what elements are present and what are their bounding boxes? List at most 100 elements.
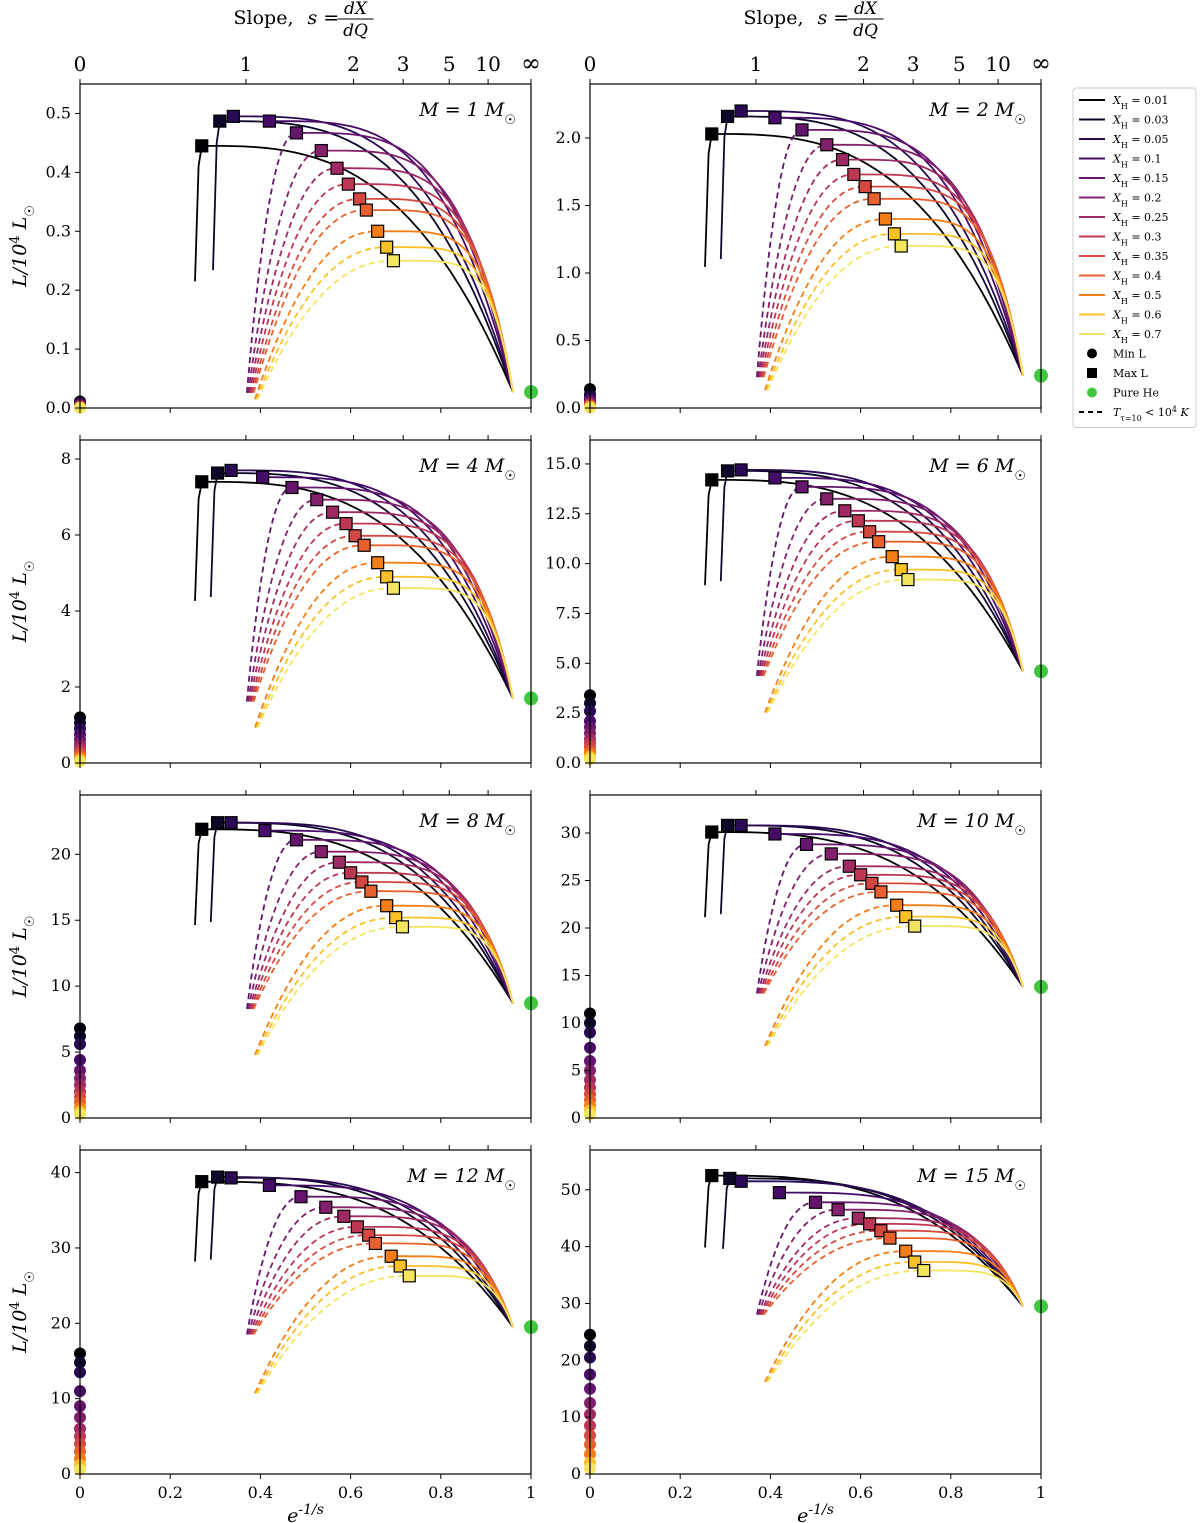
top-tick-label: 0	[74, 52, 87, 76]
series-dashed-xh-0.6	[765, 232, 895, 391]
x-tick-label: 0	[75, 1483, 85, 1502]
series-line-xh-0.01	[704, 831, 1024, 988]
max-l-marker	[224, 1171, 238, 1185]
top-tick-label: ∞	[1031, 49, 1051, 77]
slope-axis-label: Slope, s = dX dQ	[234, 0, 374, 41]
x-tick-label: 0.4	[758, 1483, 783, 1502]
max-l-marker	[285, 480, 299, 495]
series-line-xh-0.7	[393, 587, 514, 699]
max-l-marker	[210, 1170, 225, 1184]
series-dashed-xh-0.4	[762, 197, 875, 378]
series-dashed-xh-0.6	[255, 916, 396, 1056]
legend-label: XH = 0.01	[1112, 94, 1169, 111]
max-l-marker	[885, 550, 899, 564]
series-line-xh-0.15	[301, 1195, 514, 1328]
max-l-marker	[842, 859, 856, 873]
max-l-marker	[734, 1174, 748, 1188]
series-dashed-xh-0.15	[246, 486, 293, 702]
series-line-xh-0.01	[704, 132, 1024, 376]
panel-m12: 0 10 20 30 40 0 0.2 0.4 0.6 0.8 1 M = 12 M☉ L/104 L☉…	[8, 1145, 538, 1523]
max-l-marker	[256, 470, 270, 484]
max-l-marker	[720, 109, 735, 124]
series-line-xh-0.5	[896, 904, 1024, 988]
max-l-marker	[831, 1203, 845, 1217]
series-dashed-xh-0.15	[246, 838, 297, 1010]
series-dashed-xh-0.2	[757, 853, 832, 994]
series-line-xh-0.03	[719, 115, 1024, 376]
max-l-marker	[330, 161, 344, 175]
series-dashed-xh-0.4	[252, 890, 371, 1010]
x-tick-label: 0.2	[667, 1483, 692, 1502]
series-line-xh-0.2	[826, 497, 1024, 672]
max-l-marker	[795, 480, 809, 494]
series-line-xh-0.7	[914, 925, 1024, 988]
legend-label: Tτ=10 < 104 K	[1113, 405, 1189, 423]
x-tick-label: 0	[585, 1483, 595, 1502]
series-line-xh-0.5	[377, 230, 514, 393]
series-line-xh-0.7	[901, 245, 1024, 376]
max-l-marker	[341, 177, 355, 191]
y-tick-label: 5	[571, 1061, 581, 1080]
max-l-marker	[380, 899, 394, 913]
max-l-marker	[289, 126, 304, 140]
mass-label: M = 1 M☉	[418, 99, 516, 128]
series-line-xh-0.6	[386, 246, 514, 393]
slope-label-word: Slope,	[744, 7, 804, 29]
series-dashed-xh-0.4	[252, 209, 367, 394]
y-tick-label: 2.0	[556, 128, 581, 147]
y-tick-label: 0.0	[46, 398, 71, 417]
series-dashed-xh-0.15	[756, 129, 803, 378]
legend-label: XH = 0.6	[1112, 309, 1162, 326]
series-dashed-xh-0.3	[250, 1226, 358, 1335]
max-l-marker	[768, 471, 782, 485]
max-l-marker	[262, 114, 277, 128]
series-dashed-xh-0.4	[252, 544, 365, 702]
top-tick-label: 5	[443, 52, 456, 76]
plot-frame	[79, 439, 532, 764]
slope-label-word: Slope,	[234, 7, 294, 29]
series-line-xh-0.4	[874, 197, 1024, 376]
series-dashed-xh-0.35	[761, 882, 872, 994]
series-dashed-xh-0.15	[246, 132, 297, 393]
x-tick-label: 0.2	[157, 1483, 182, 1502]
series-line-xh-0.4	[364, 544, 514, 699]
max-l-marker	[768, 827, 782, 841]
max-l-marker	[195, 475, 209, 489]
max-l-marker	[851, 514, 865, 528]
max-l-marker	[899, 1244, 913, 1258]
y-tick-label: 0.3	[46, 221, 71, 240]
legend-marker	[1087, 348, 1097, 359]
legend-frame	[1072, 87, 1197, 428]
y-tick-label: 10	[51, 976, 71, 995]
legend-label: XH = 0.03	[1112, 114, 1169, 131]
y-tick-label: 0.1	[46, 339, 71, 358]
max-l-marker	[872, 535, 886, 549]
series-dashed-xh-0.2	[757, 1208, 839, 1316]
max-l-marker	[720, 818, 735, 833]
series-dashed-xh-0.5	[764, 904, 897, 1047]
y-tick-label: 10	[561, 1013, 581, 1032]
series-line-xh-0.5	[885, 218, 1024, 376]
curve-group	[704, 824, 1024, 1047]
max-l-marker	[858, 180, 872, 194]
series-dashed-xh-0.35	[251, 1234, 369, 1335]
y-tick-label: 0.0	[556, 753, 581, 772]
y-tick-label: 0.0	[556, 398, 581, 417]
x-tick-label: 0.6	[338, 1483, 363, 1502]
legend: XH = 0.01 XH = 0.03 XH = 0.05 XH = 0.1 XH = …	[1072, 87, 1197, 428]
top-tick-label: 10	[985, 52, 1010, 76]
slope-axis-label: Slope, s = dX dQ	[744, 0, 884, 41]
legend-label: XH = 0.05	[1112, 133, 1169, 150]
y-axis-label: L/104 L☉	[8, 205, 38, 288]
max-l-marker	[195, 822, 209, 836]
series-line-xh-0.2	[826, 143, 1024, 376]
max-l-marker	[319, 1200, 333, 1214]
series-line-xh-0.15	[296, 838, 514, 1004]
series-line-xh-0.01	[194, 145, 514, 393]
series-dashed-xh-0.15	[756, 843, 807, 994]
curve-group	[194, 115, 514, 400]
max-l-marker	[395, 920, 410, 934]
max-l-marker	[863, 525, 877, 539]
panel-m4: 0 2 4 6 8 M = 4 M☉ L/104 L☉	[8, 435, 538, 772]
max-l-marker	[824, 847, 838, 861]
